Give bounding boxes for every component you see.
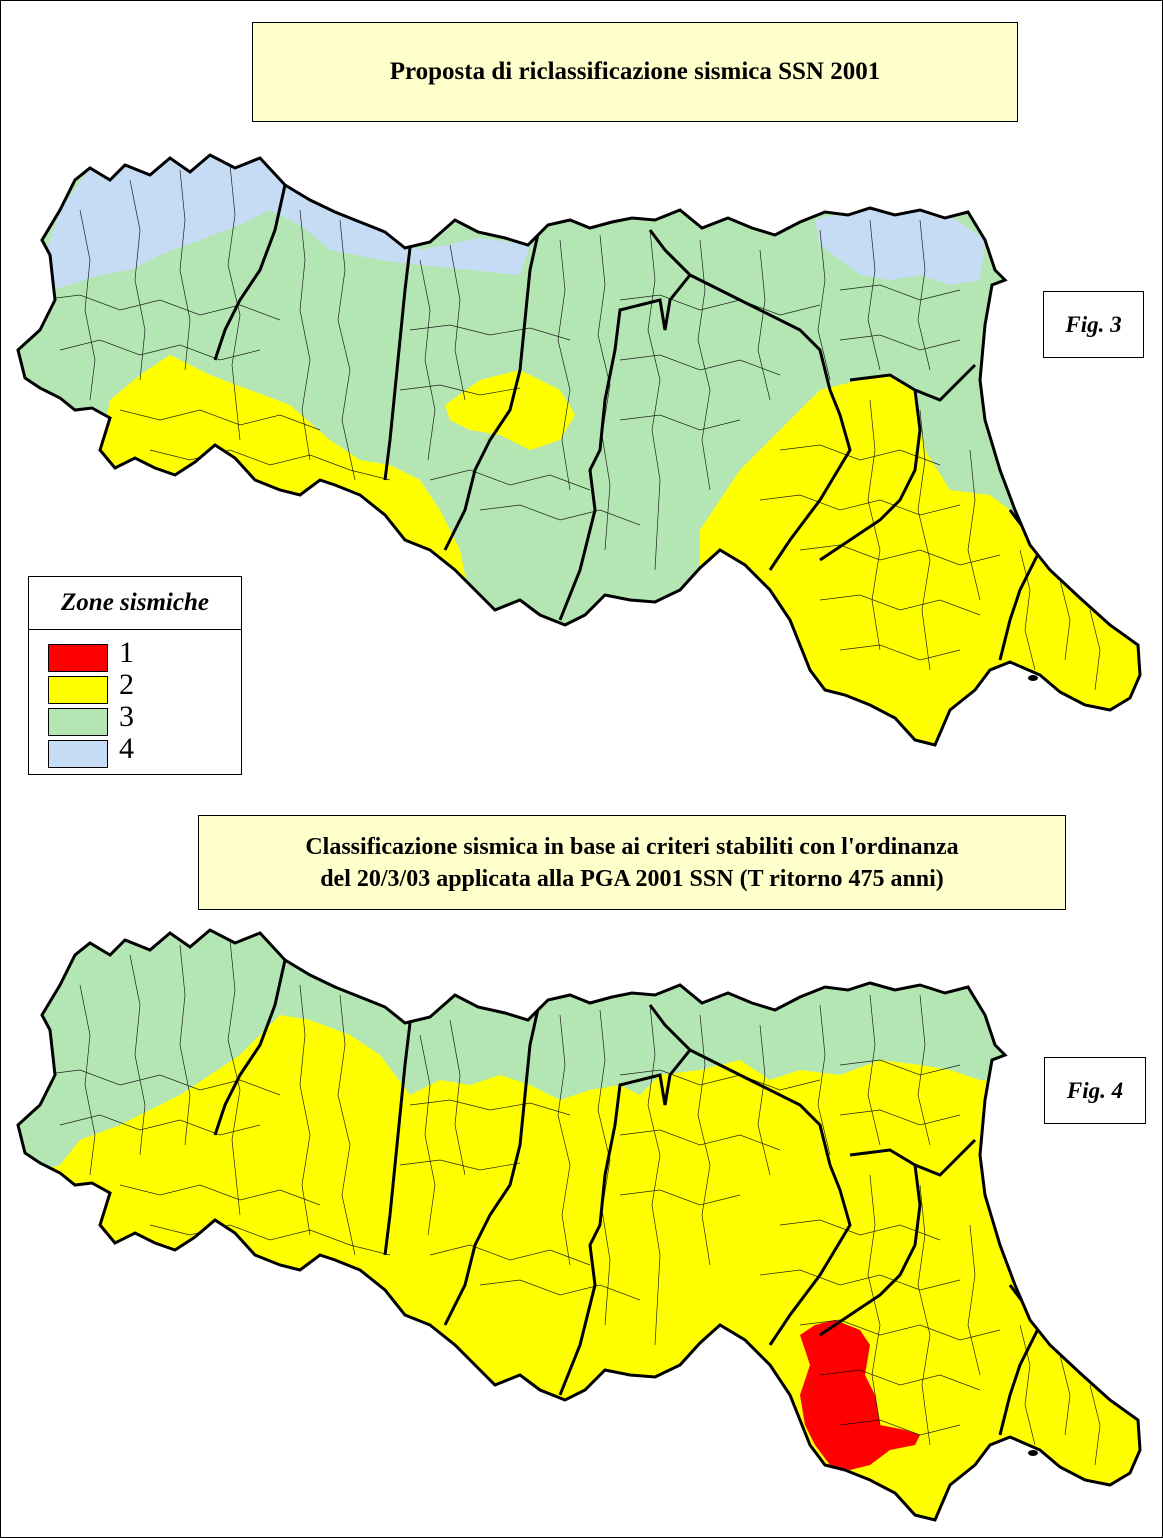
fig3-label: Fig. 3 <box>1065 312 1122 337</box>
fig3-label-box: Fig. 3 <box>1043 291 1144 358</box>
legend-label-zone1: 1 <box>119 636 134 669</box>
legend-label-zone2: 2 <box>119 668 134 701</box>
fig3-title-box: Proposta di riclassificazione sismica SS… <box>252 22 1018 122</box>
fig4-title-box: Classificazione sismica in base ai crite… <box>198 815 1066 910</box>
legend-label-zone3: 3 <box>119 700 134 733</box>
fig3-title: Proposta di riclassificazione sismica SS… <box>389 58 881 85</box>
legend-swatch-zone2 <box>48 676 108 704</box>
legend-swatch-zone1 <box>48 644 108 672</box>
legend-swatch-zone4 <box>48 740 108 768</box>
legend-label-zone4: 4 <box>119 732 134 765</box>
legend-swatch-zone3 <box>48 708 108 736</box>
legend: Zone sismiche 1 2 3 4 <box>28 576 242 775</box>
fig4-title-line2: del 20/3/03 applicata alla PGA 2001 SSN … <box>320 866 944 892</box>
legend-title: Zone sismiche <box>29 577 241 630</box>
fig4-label: Fig. 4 <box>1066 1078 1124 1103</box>
seismic-map-fig4 <box>16 928 1142 1522</box>
fig4-label-box: Fig. 4 <box>1044 1057 1146 1124</box>
fig4-title-line1: Classificazione sismica in base ai crite… <box>305 834 959 860</box>
